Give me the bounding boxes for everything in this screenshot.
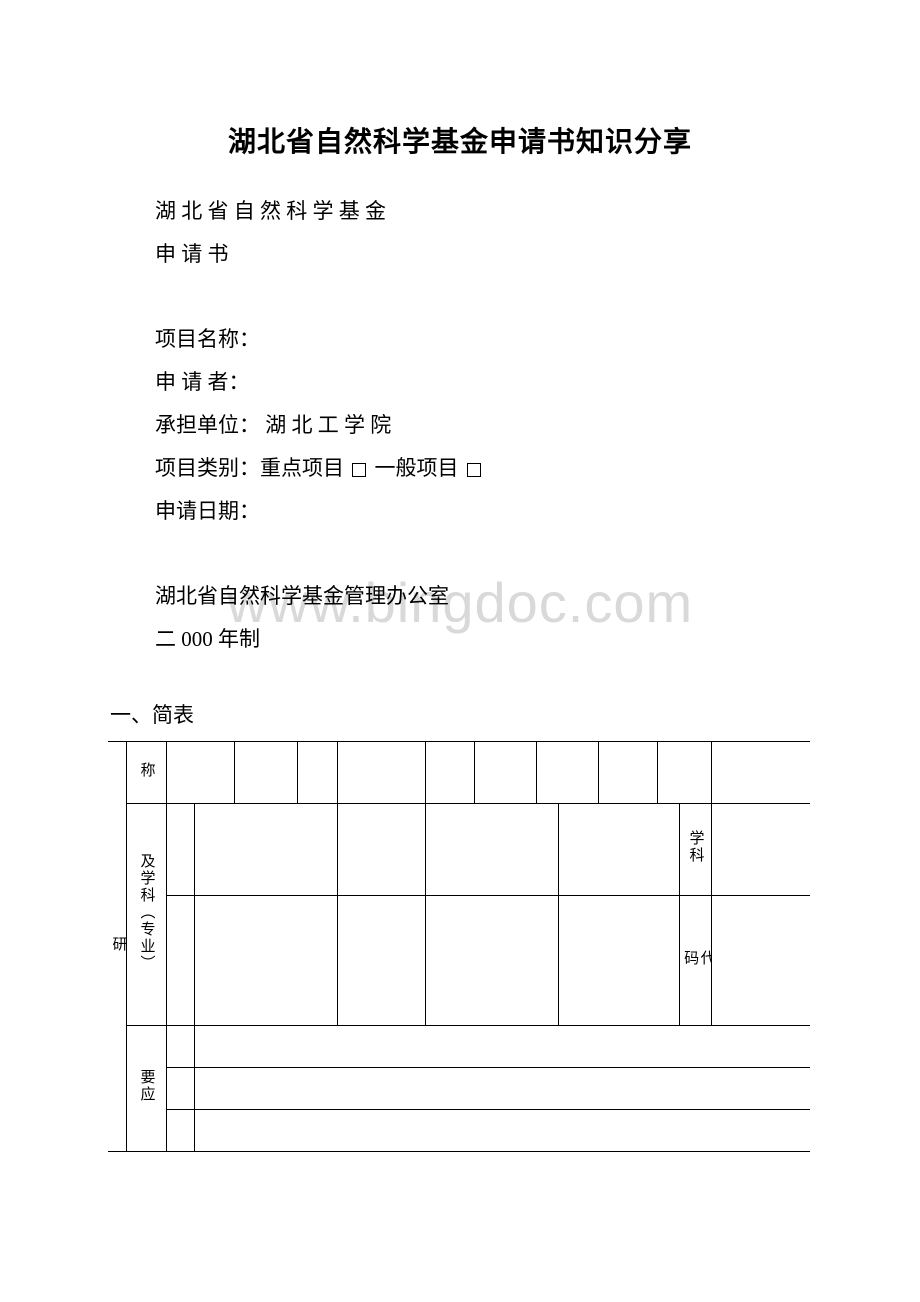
table-row: 研 称 (108, 742, 810, 804)
table-cell (166, 804, 194, 896)
table-cell: 要应 (126, 1026, 166, 1152)
table-cell (426, 804, 559, 896)
table-cell (657, 742, 711, 804)
category-label: 项目类别： (155, 456, 260, 480)
table-row (108, 1068, 810, 1110)
table-cell: 代码 (679, 896, 711, 1026)
table-cell (711, 804, 810, 896)
unit-value: 湖 北 工 学 院 (260, 413, 391, 437)
table-cell (194, 804, 337, 896)
table-cell (558, 804, 679, 896)
table-row: 代码 (108, 896, 810, 1026)
table-cell (166, 1068, 194, 1110)
document-page: 湖北省自然科学基金申请书知识分享 湖 北 省 自 然 科 学 基 金 申 请 书… (0, 0, 920, 1212)
table-cell (297, 742, 337, 804)
table-cell (558, 896, 679, 1026)
summary-table-wrap: 研 称 及学科（专业） 学科 (108, 741, 810, 1152)
table-cell (194, 1068, 810, 1110)
table-cell (337, 896, 425, 1026)
line-category: 项目类别：重点项目 一般项目 (155, 447, 810, 490)
category-opt1: 重点项目 (260, 456, 344, 480)
table-cell (194, 1110, 810, 1152)
summary-table: 研 称 及学科（专业） 学科 (108, 741, 810, 1152)
line-office: 湖北省自然科学基金管理办公室 (155, 575, 810, 618)
line-project-name: 项目名称： (155, 318, 810, 361)
line-application-form: 申 请 书 (155, 233, 810, 276)
table-cell (337, 804, 425, 896)
table-cell (337, 742, 425, 804)
table-cell (536, 742, 598, 804)
checkbox-key-project[interactable] (352, 463, 366, 477)
checkbox-general-project[interactable] (467, 463, 481, 477)
table-cell (426, 742, 474, 804)
table-cell: 学科 (679, 804, 711, 896)
table-row: 及学科（专业） 学科 (108, 804, 810, 896)
table-cell (194, 896, 337, 1026)
table-cell (599, 742, 657, 804)
line-date: 申请日期： (155, 490, 810, 533)
table-cell (166, 896, 194, 1026)
section-1-header: 一、简表 (110, 699, 810, 729)
table-cell (166, 1026, 194, 1068)
table-cell (235, 742, 297, 804)
line-fund-name: 湖 北 省 自 然 科 学 基 金 (155, 190, 810, 233)
table-row: 要应 (108, 1026, 810, 1068)
table-cell (711, 896, 810, 1026)
line-applicant: 申 请 者： (155, 361, 810, 404)
table-cell (711, 742, 810, 804)
table-cell (166, 1110, 194, 1152)
table-cell (426, 896, 559, 1026)
table-cell (194, 1026, 810, 1068)
table-cell (474, 742, 536, 804)
table-cell (166, 742, 234, 804)
page-title: 湖北省自然科学基金申请书知识分享 (110, 120, 810, 160)
table-row (108, 1110, 810, 1152)
unit-label: 承担单位： (155, 413, 260, 437)
line-year: 二 000 年制 (155, 618, 810, 661)
table-cell: 及学科（专业） (126, 804, 166, 1026)
category-opt2: 一般项目 (375, 456, 459, 480)
table-cell: 称 (126, 742, 166, 804)
table-cell-side: 研 (108, 742, 126, 1152)
line-unit: 承担单位： 湖 北 工 学 院 (155, 404, 810, 447)
body-content: 湖 北 省 自 然 科 学 基 金 申 请 书 项目名称： 申 请 者： 承担单… (110, 190, 810, 661)
